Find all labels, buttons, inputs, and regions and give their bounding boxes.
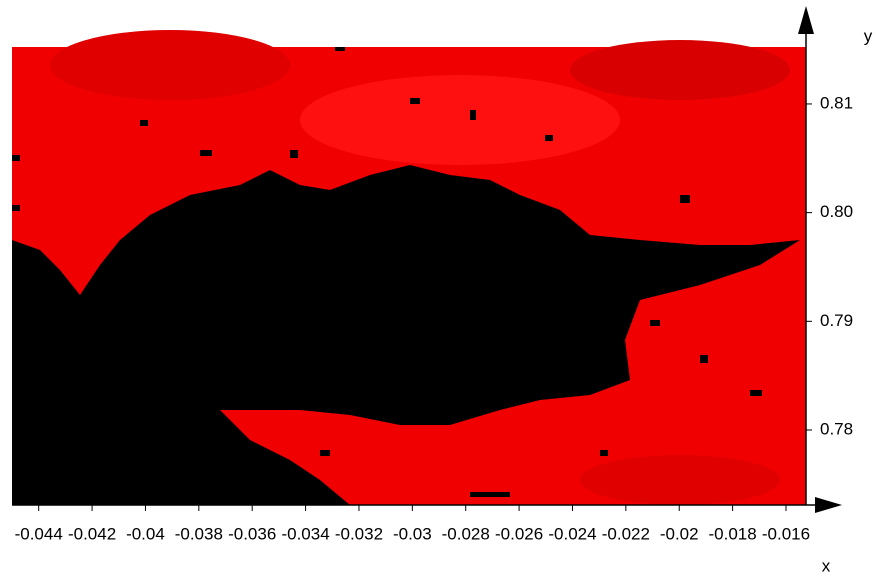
fractal-image xyxy=(12,30,806,505)
x-tick-label: -0.042 xyxy=(68,524,116,543)
x-tick-label: -0.018 xyxy=(709,524,757,543)
fractal-shade xyxy=(300,75,620,165)
x-tick-label: -0.034 xyxy=(281,524,329,543)
x-tick-label: -0.022 xyxy=(602,524,650,543)
fractal-set xyxy=(12,165,800,505)
x-tick-label: -0.04 xyxy=(126,524,165,543)
x-axis-title: x xyxy=(822,556,831,575)
x-tick-label: -0.032 xyxy=(335,524,383,543)
x-tick-label: -0.026 xyxy=(495,524,543,543)
fractal-shade xyxy=(50,30,290,100)
x-tick-label: -0.038 xyxy=(175,524,223,543)
y-axis-arrow xyxy=(798,6,814,34)
y-tick-label: 0.81 xyxy=(820,93,853,112)
x-axis-arrow xyxy=(815,497,842,513)
x-tick-label: -0.036 xyxy=(228,524,276,543)
fractal-shade xyxy=(580,455,780,505)
fractal-speckles xyxy=(12,47,762,497)
y-tick-label: 0.80 xyxy=(820,202,853,221)
y-axis-title: y xyxy=(864,26,873,45)
x-tick-label: -0.044 xyxy=(15,524,63,543)
y-tick-label: 0.79 xyxy=(820,311,853,330)
x-tick-label: -0.028 xyxy=(442,524,490,543)
x-tick-label: -0.016 xyxy=(762,524,810,543)
y-tick-label: 0.78 xyxy=(820,419,853,438)
x-tick-label: -0.02 xyxy=(660,524,699,543)
x-tick-label: -0.03 xyxy=(393,524,432,543)
x-tick-label: -0.024 xyxy=(548,524,596,543)
fractal-shade xyxy=(570,40,790,100)
